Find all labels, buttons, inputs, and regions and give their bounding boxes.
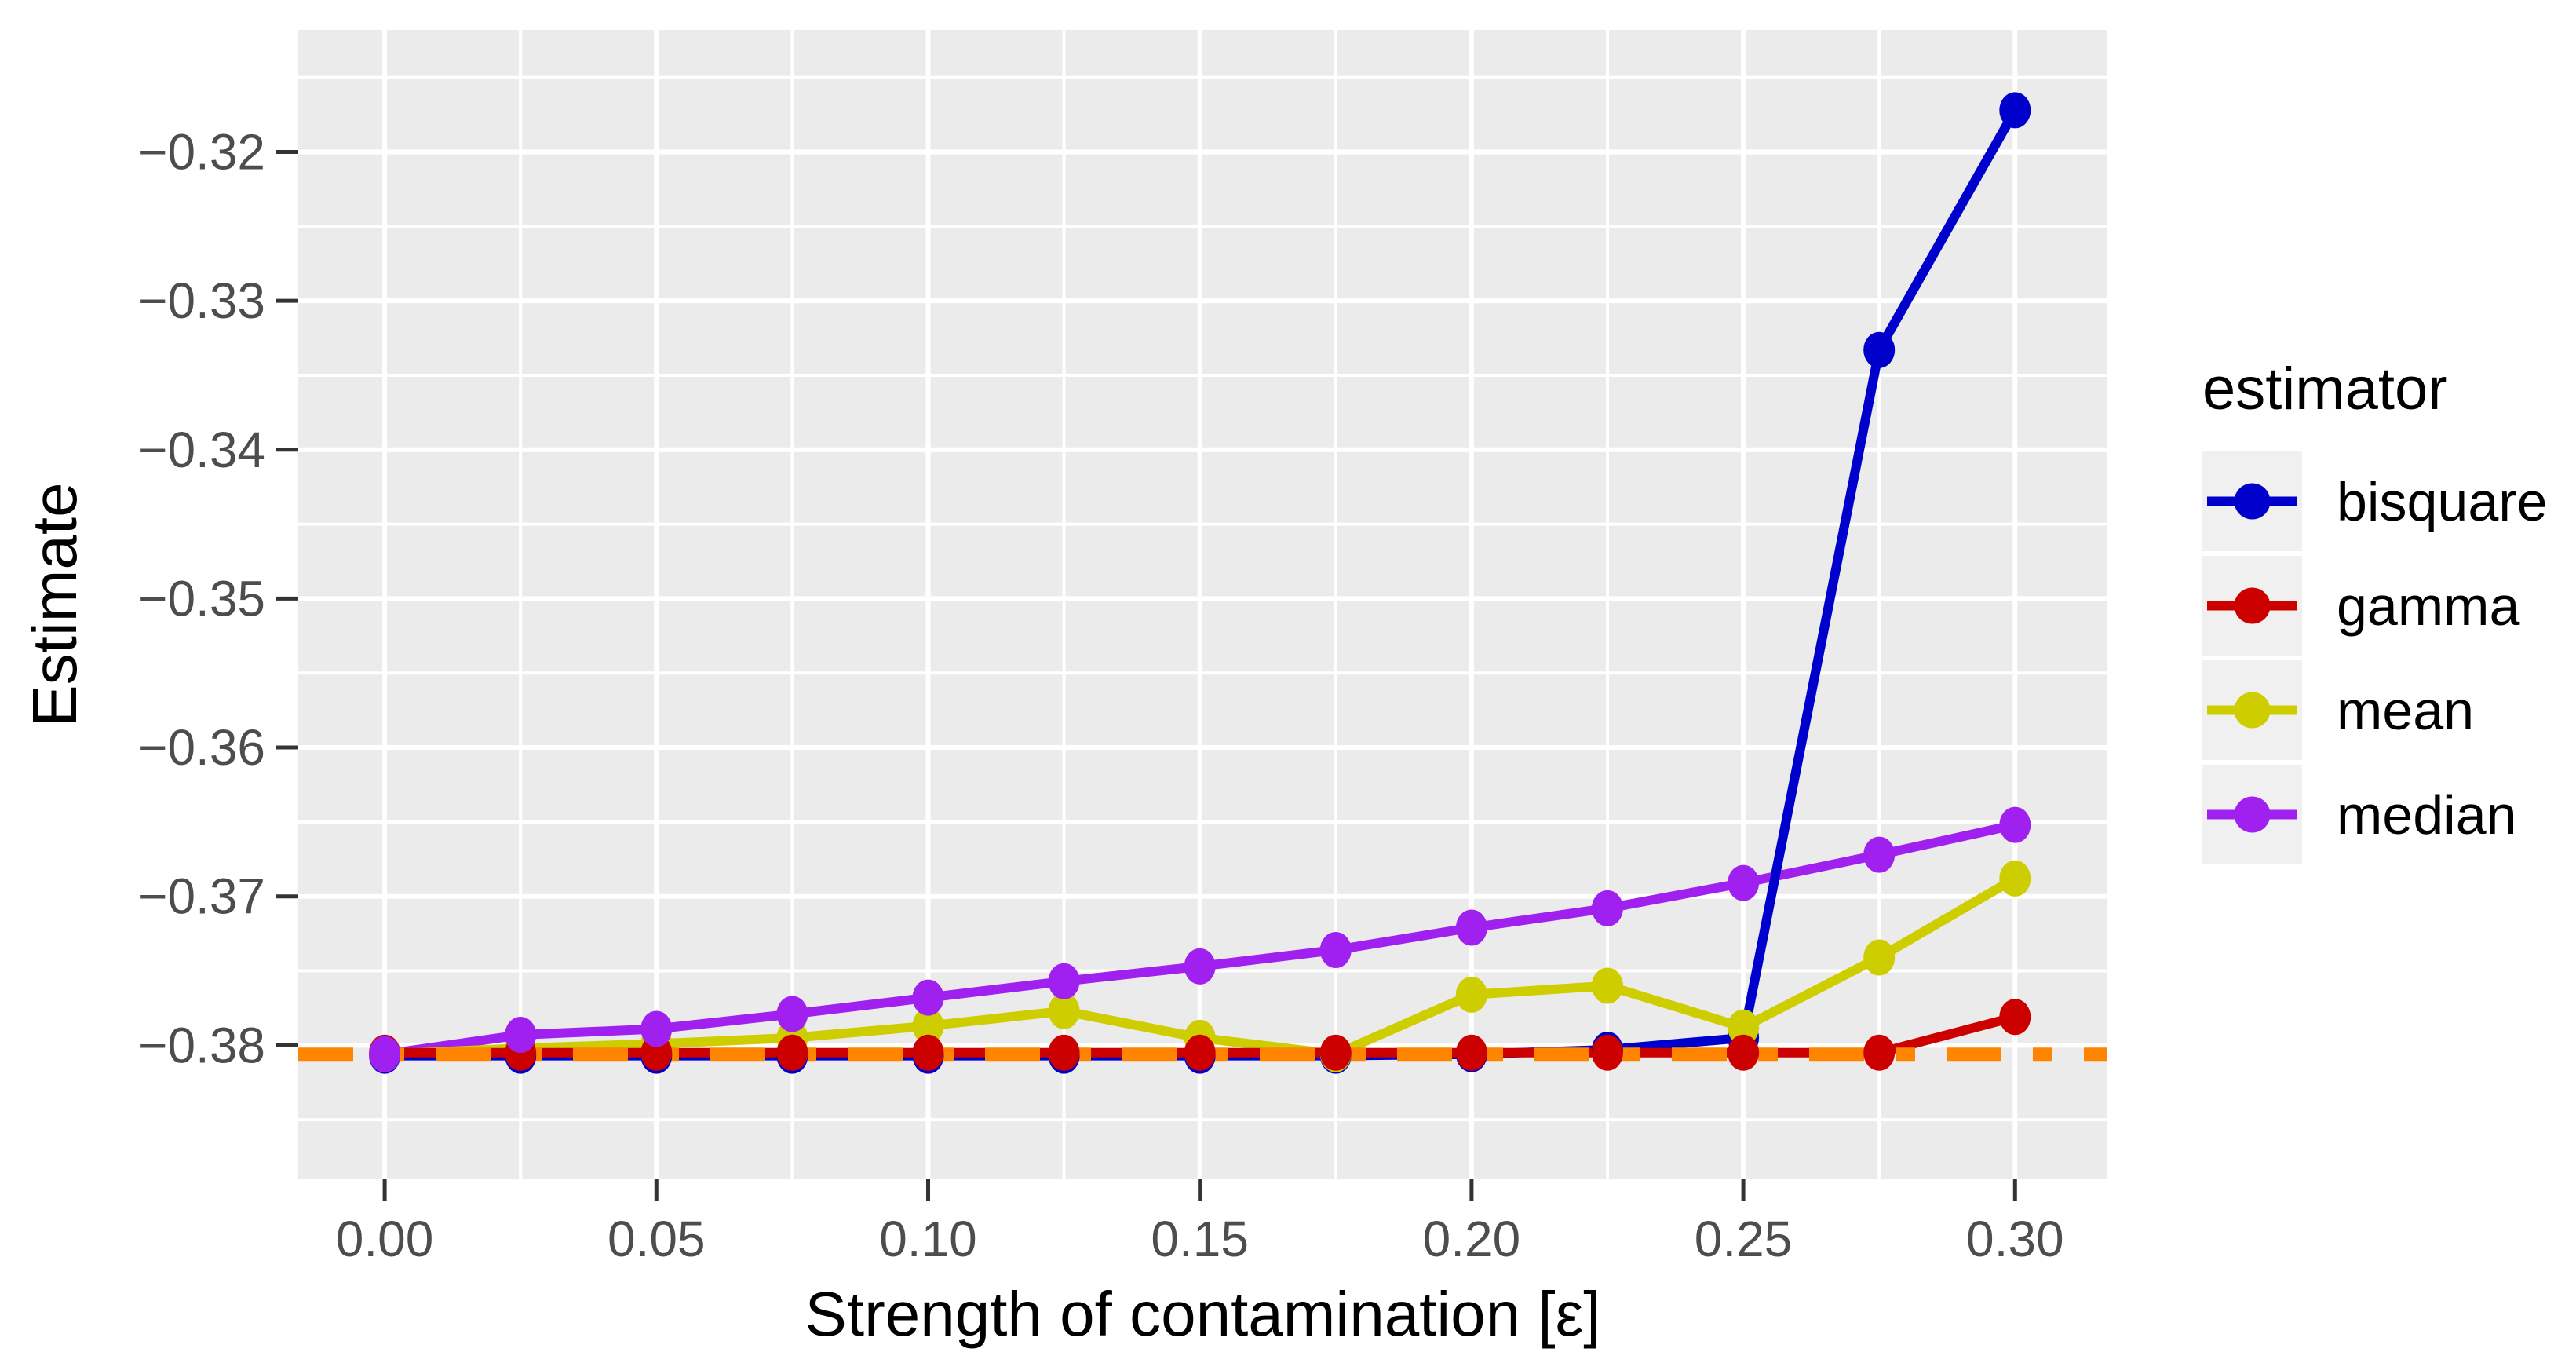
data-point-gamma: [1184, 1034, 1216, 1071]
data-point-mean: [1728, 1009, 1760, 1046]
data-point-bisquare: [1863, 331, 1896, 368]
data-point-median: [1048, 963, 1080, 999]
legend-key-glyph-mean: [2202, 660, 2302, 760]
y-tick-label: −0.38: [138, 1017, 265, 1073]
data-point-median: [640, 1010, 673, 1047]
data-point-gamma: [1455, 1034, 1487, 1071]
x-tick-label: 0.30: [1966, 1211, 2064, 1267]
legend-key-glyph-gamma: [2202, 556, 2302, 656]
data-point-median: [776, 996, 808, 1032]
y-axis-title: Estimate: [20, 482, 89, 727]
data-point-mean: [1591, 967, 1623, 1004]
data-point-bisquare: [1999, 92, 2031, 129]
data-point-gamma: [1319, 1034, 1352, 1071]
x-tick-label: 0.00: [336, 1211, 434, 1267]
data-point-median: [1184, 948, 1216, 985]
legend-item-bisquare: bisquare: [2202, 451, 2548, 551]
legend-key-glyph-bisquare: [2202, 451, 2302, 551]
data-point-gamma: [776, 1034, 808, 1071]
data-point-median: [369, 1036, 401, 1072]
data-point-median: [1863, 836, 1896, 873]
x-tick-label: 0.05: [608, 1211, 706, 1267]
y-tick-label: −0.32: [138, 124, 265, 181]
x-tick-label: 0.25: [1695, 1211, 1793, 1267]
data-point-median: [1999, 806, 2031, 843]
legend-title: estimator: [2202, 356, 2448, 422]
x-tick-label: 0.15: [1151, 1211, 1249, 1267]
data-point-gamma: [1048, 1034, 1080, 1071]
legend-label-bisquare: bisquare: [2337, 470, 2548, 532]
legend-key-glyph-median: [2202, 765, 2302, 864]
y-tick-label: −0.37: [138, 868, 265, 925]
data-point-gamma: [912, 1034, 944, 1071]
y-tick-label: −0.36: [138, 719, 265, 776]
data-point-gamma: [1728, 1034, 1760, 1071]
data-point-median: [1728, 864, 1760, 901]
legend-label-gamma: gamma: [2337, 575, 2520, 637]
panel-background: [298, 30, 2107, 1179]
x-tick-label: 0.10: [879, 1211, 977, 1267]
y-tick-label: −0.34: [138, 422, 265, 478]
x-axis-title: Strength of contamination [ε]: [805, 1279, 1601, 1349]
legend-label-mean: mean: [2337, 679, 2475, 741]
data-point-mean: [1455, 976, 1487, 1013]
data-point-gamma: [1999, 999, 2031, 1036]
data-point-gamma: [1591, 1034, 1623, 1071]
data-point-median: [1591, 890, 1623, 926]
data-point-mean: [1999, 860, 2031, 897]
legend-item-median: median: [2202, 765, 2548, 864]
legend-item-mean: mean: [2202, 660, 2548, 760]
legend-item-gamma: gamma: [2202, 556, 2548, 656]
x-tick-label: 0.20: [1423, 1211, 1521, 1267]
data-point-gamma: [1863, 1034, 1896, 1071]
y-tick-label: −0.33: [138, 272, 265, 329]
data-point-median: [1319, 931, 1352, 968]
data-point-mean: [912, 1007, 944, 1044]
data-point-median: [912, 979, 944, 1016]
data-point-median: [1455, 909, 1487, 946]
data-point-median: [505, 1017, 537, 1054]
y-tick-label: −0.35: [138, 570, 265, 627]
legend: estimator bisquare gamma mean: [2202, 355, 2548, 869]
data-point-mean: [1863, 939, 1896, 976]
legend-label-median: median: [2337, 784, 2517, 846]
data-point-mean: [1048, 992, 1080, 1029]
